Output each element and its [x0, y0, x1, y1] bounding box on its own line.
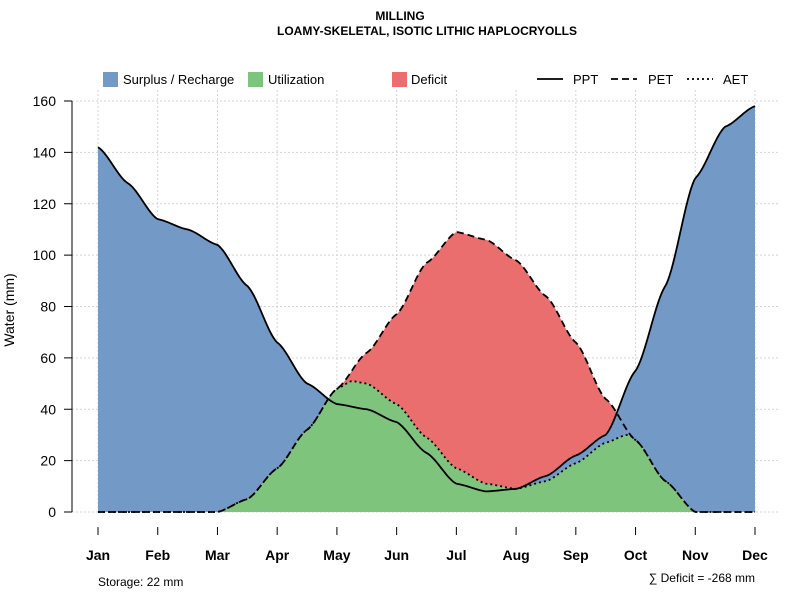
legend-ppt-label: PPT: [573, 72, 598, 87]
x-tick-label: Apr: [265, 547, 290, 563]
y-tick-label: 140: [33, 144, 57, 160]
y-axis-label: Water (mm): [1, 273, 17, 346]
x-tick-label: May: [323, 547, 350, 563]
y-tick-label: 40: [40, 401, 56, 417]
series-lines: [97, 105, 756, 513]
y-ticks: 0 20 40 60 80 100 120 140 160: [33, 93, 72, 520]
deficit-annotation: ∑ Deficit = -268 mm: [649, 571, 755, 585]
y-tick-label: 0: [48, 504, 56, 520]
utilization-area: [98, 381, 755, 512]
x-tick-label: Jan: [86, 547, 110, 563]
x-tick-label: Sep: [563, 547, 589, 563]
legend-pet-label: PET: [648, 72, 673, 87]
legend-deficit-swatch: [392, 72, 407, 87]
x-ticks: Jan Feb Mar Apr May Jun Jul Aug Sep Oct Nov Dec: [86, 527, 768, 563]
y-tick-label: 160: [33, 93, 57, 109]
x-tick-label: Dec: [742, 547, 768, 563]
chart-subtitle: LOAMY-SKELETAL, ISOTIC LITHIC HAPLOCRYOL…: [277, 24, 577, 38]
ppt-line: [97, 105, 756, 493]
x-tick-label: Feb: [145, 547, 170, 563]
y-tick-label: 60: [40, 350, 56, 366]
legend-utilization-swatch: [248, 72, 263, 87]
y-tick-label: 100: [33, 247, 57, 263]
legend: Surplus / Recharge Utilization Deficit P…: [103, 72, 748, 87]
legend-surplus-label: Surplus / Recharge: [123, 72, 234, 87]
x-tick-label: Oct: [624, 547, 648, 563]
areas: [98, 106, 755, 512]
x-tick-label: Mar: [205, 547, 230, 563]
legend-deficit-label: Deficit: [411, 72, 448, 87]
x-tick-label: Aug: [502, 547, 529, 563]
y-tick-label: 80: [40, 299, 56, 315]
chart-title: MILLING: [375, 9, 424, 23]
surplus-area: [98, 106, 755, 512]
storage-annotation: Storage: 22 mm: [98, 575, 183, 589]
y-tick-label: 20: [40, 453, 56, 469]
x-tick-label: Jun: [384, 547, 409, 563]
deficit-area: [98, 232, 755, 512]
y-tick-label: 120: [33, 196, 57, 212]
legend-utilization-label: Utilization: [268, 72, 324, 87]
pet-line: [98, 231, 755, 513]
x-tick-label: Nov: [682, 547, 709, 563]
legend-surplus-swatch: [103, 72, 118, 87]
x-tick-label: Jul: [446, 547, 466, 563]
legend-aet-label: AET: [723, 72, 748, 87]
